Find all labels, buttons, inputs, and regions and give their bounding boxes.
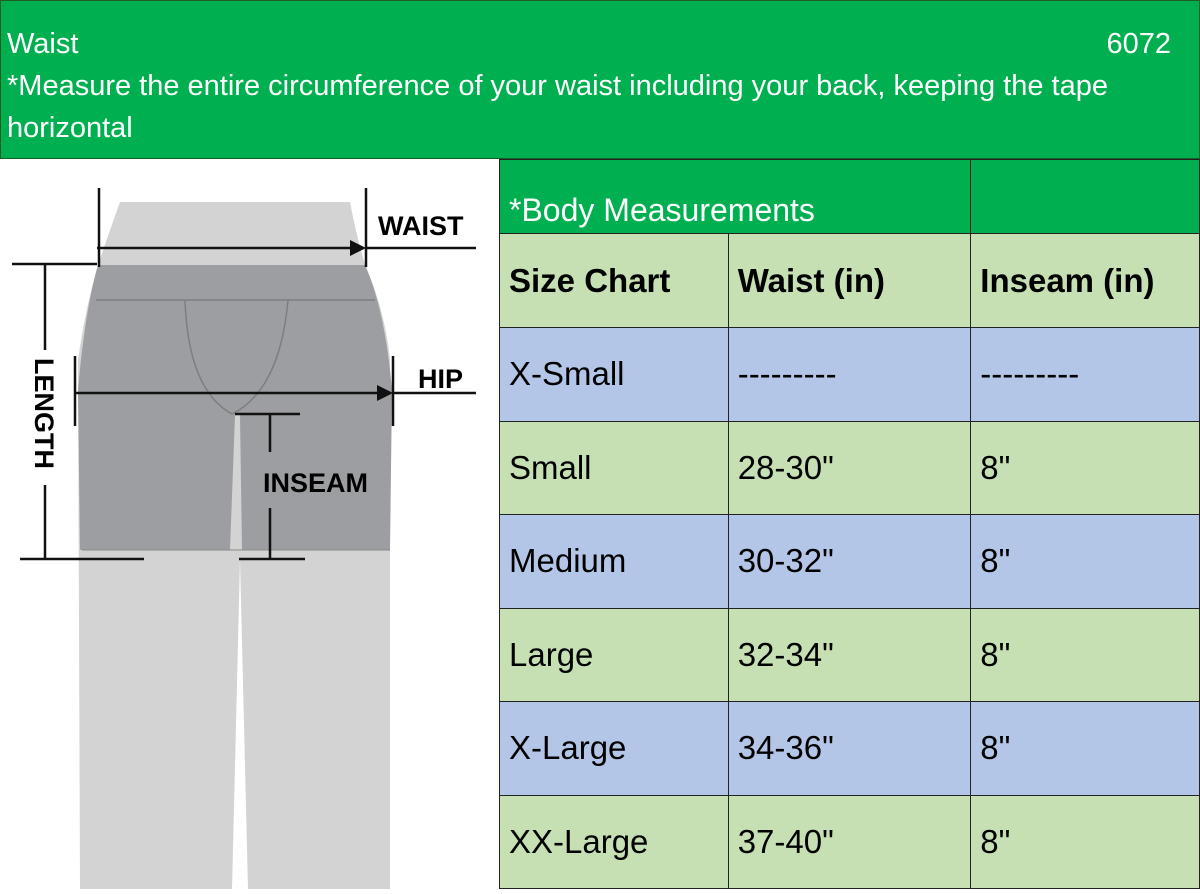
size-cell: X-Small	[499, 327, 729, 422]
waist-label: WAIST	[378, 211, 464, 241]
table-row: X-Large 34-36" 8"	[499, 701, 1200, 796]
waist-cell: 34-36"	[727, 701, 972, 796]
product-code: 6072	[1106, 28, 1171, 60]
inseam-cell: ---------	[970, 327, 1200, 422]
size-chart-table: *Body Measurements Size Chart Waist (in)…	[498, 159, 1200, 889]
table-row: XX-Large 37-40" 8"	[499, 794, 1200, 889]
table-title-empty-cell	[970, 159, 1200, 234]
length-label: LENGTH	[29, 358, 59, 469]
inseam-label: INSEAM	[263, 468, 368, 498]
table-title: *Body Measurements	[498, 159, 972, 234]
table-row: X-Small --------- ---------	[499, 327, 1200, 422]
inseam-cell: 8"	[970, 420, 1200, 515]
column-header: Inseam (in)	[970, 233, 1200, 328]
hip-label: HIP	[418, 364, 463, 394]
table-row: Large 32-34" 8"	[499, 607, 1200, 702]
size-cell: Medium	[499, 514, 729, 609]
inseam-cell: 8"	[970, 607, 1200, 702]
size-cell: Large	[499, 607, 729, 702]
waist-cell: 30-32"	[727, 514, 972, 609]
inseam-cell: 8"	[970, 794, 1200, 889]
inseam-cell: 8"	[970, 514, 1200, 609]
inseam-cell: 8"	[970, 701, 1200, 796]
table-row: Medium 30-32" 8"	[499, 514, 1200, 609]
column-header: Waist (in)	[727, 233, 972, 328]
column-header: Size Chart	[499, 233, 729, 328]
size-cell: XX-Large	[499, 794, 729, 889]
waist-cell: 37-40"	[727, 794, 972, 889]
page-header: Waist 6072 *Measure the entire circumfer…	[0, 0, 1200, 159]
table-row: Small 28-30" 8"	[499, 420, 1200, 515]
header-title: Waist	[7, 28, 79, 60]
size-cell: X-Large	[499, 701, 729, 796]
measurement-instruction: *Measure the entire circumference of you…	[7, 70, 1108, 144]
hip-arrow-icon	[377, 385, 393, 401]
waist-cell: ---------	[727, 327, 972, 422]
size-cell: Small	[499, 420, 729, 515]
waist-arrow-icon	[350, 240, 366, 256]
table-header-row: Size Chart Waist (in) Inseam (in)	[499, 233, 1200, 328]
shorts-measurement-illustration: WAIST HIP INSEAM LENGTH	[0, 160, 498, 889]
waist-cell: 28-30"	[727, 420, 972, 515]
waist-cell: 32-34"	[727, 607, 972, 702]
